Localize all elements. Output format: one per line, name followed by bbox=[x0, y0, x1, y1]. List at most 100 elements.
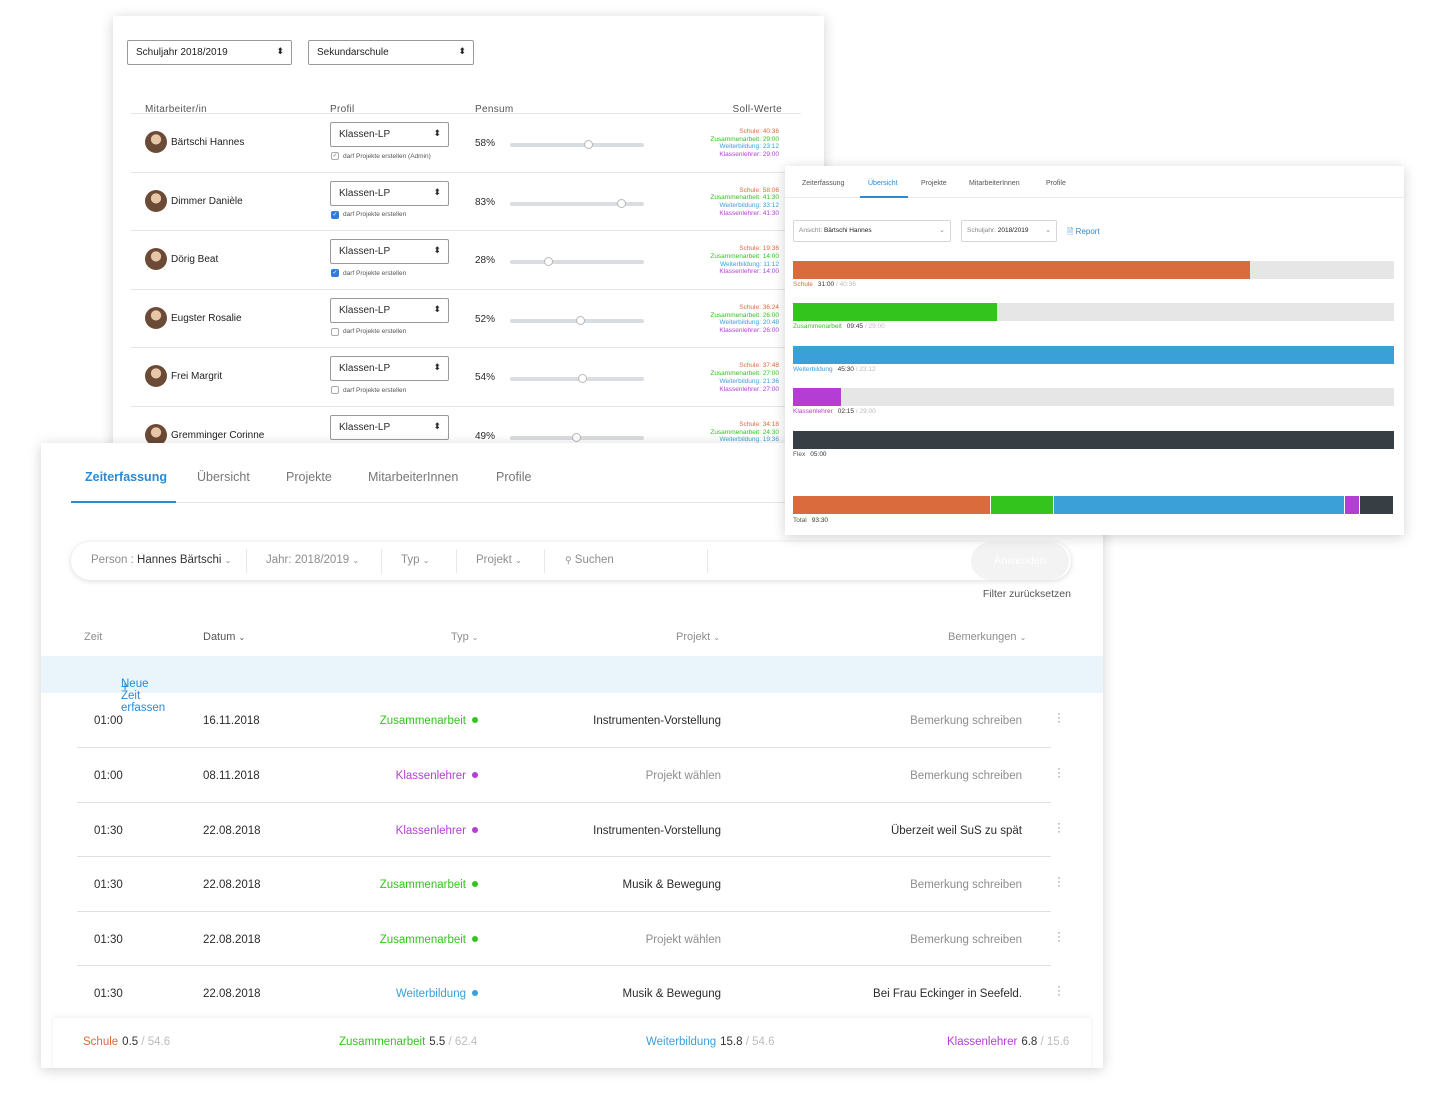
more-options-icon[interactable]: · · · bbox=[1057, 706, 1061, 728]
pensum-slider[interactable] bbox=[510, 257, 644, 267]
type-cell[interactable]: Zusammenarbeit bbox=[380, 879, 478, 891]
tab-uebersicht[interactable]: Übersicht bbox=[197, 470, 250, 484]
date-cell[interactable]: 22.08.2018 bbox=[203, 933, 261, 946]
create-projects-checkbox[interactable]: darf Projekte erstellen bbox=[331, 386, 406, 395]
project-cell[interactable]: Instrumenten-Vorstellung bbox=[593, 715, 721, 727]
project-cell[interactable]: Instrumenten-Vorstellung bbox=[593, 824, 721, 837]
more-options-icon[interactable]: · · · bbox=[1057, 815, 1061, 838]
column-header-bemerkungen[interactable]: Bemerkungen ⌄ bbox=[948, 631, 1026, 643]
create-projects-checkbox[interactable]: darf Projekte erstellen bbox=[331, 327, 406, 336]
create-projects-checkbox[interactable]: ✓ darf Projekte erstellen bbox=[331, 269, 406, 278]
year-filter[interactable]: Jahr: 2018/2019 ⌄ bbox=[266, 554, 359, 566]
profile-select[interactable]: Klassen-LP ⬍ bbox=[330, 122, 449, 147]
profile-select[interactable]: Klassen-LP ⬍ bbox=[330, 180, 449, 206]
type-cell[interactable]: Klassenlehrer bbox=[396, 770, 478, 782]
type-cell[interactable]: Zusammenarbeit bbox=[380, 715, 478, 727]
project-filter[interactable]: Projekt ⌄ bbox=[476, 554, 522, 566]
schoolyear-select[interactable]: Schuljahr 2018/2019 ⬍ bbox=[127, 40, 292, 65]
profile-select[interactable]: Klassen-LP ⬍ bbox=[330, 297, 449, 323]
table-row[interactable]: 01:30 22.08.2018 Weiterbildung Musik & Bewe… bbox=[77, 965, 1061, 1019]
more-options-icon[interactable]: · · · bbox=[1057, 924, 1061, 947]
date-cell[interactable]: 22.08.2018 bbox=[203, 824, 261, 837]
remark-cell[interactable]: Bemerkung schreiben bbox=[910, 879, 1022, 892]
tab-mitarbeiterinnen[interactable]: MitarbeiterInnen bbox=[969, 180, 1020, 187]
time-cell[interactable]: 01:30 bbox=[94, 988, 123, 1000]
chevron-down-icon: ⌄ bbox=[224, 556, 232, 565]
more-options-icon[interactable]: · · · bbox=[1057, 870, 1061, 893]
remark-cell[interactable]: Überzeit weil SuS zu spät bbox=[890, 824, 1022, 837]
tab-projekte[interactable]: Projekte bbox=[286, 470, 332, 484]
project-cell[interactable]: Musik & Bewegung bbox=[622, 879, 721, 892]
slider-handle[interactable] bbox=[583, 140, 593, 149]
reset-filter-link[interactable]: Filter zurücksetzen bbox=[982, 588, 1071, 600]
pensum-slider[interactable] bbox=[510, 315, 644, 325]
slider-handle[interactable] bbox=[578, 374, 588, 384]
pensum-slider[interactable] bbox=[510, 198, 644, 208]
time-cell[interactable]: 01:00 bbox=[94, 770, 123, 783]
time-cell[interactable]: 01:30 bbox=[94, 824, 123, 837]
project-cell[interactable]: Projekt wählen bbox=[645, 933, 721, 946]
profile-select-value: Klassen-LP bbox=[339, 187, 391, 199]
remark-cell[interactable]: Bemerkung schreiben bbox=[910, 715, 1022, 727]
time-cell[interactable]: 01:30 bbox=[94, 879, 123, 892]
type-filter[interactable]: Typ ⌄ bbox=[401, 554, 429, 566]
search-input[interactable]: ⚲ Suchen bbox=[565, 554, 614, 566]
progress-fill bbox=[793, 388, 842, 406]
type-cell[interactable]: Weiterbildung bbox=[396, 988, 478, 1000]
table-row[interactable]: 01:30 22.08.2018 Klassenlehrer Instrumenten… bbox=[77, 801, 1061, 856]
report-link[interactable]: 🗎 Report bbox=[1067, 226, 1100, 240]
profile-select[interactable]: Klassen-LP ⬍ bbox=[330, 415, 449, 440]
tab-mitarbeiterinnen[interactable]: MitarbeiterInnen bbox=[368, 470, 459, 484]
tab-uebersicht[interactable]: Übersicht bbox=[868, 180, 898, 187]
date-cell[interactable]: 16.11.2018 bbox=[203, 715, 260, 727]
tab-zeiterfassung[interactable]: Zeiterfassung bbox=[802, 180, 845, 187]
person-filter[interactable]: Person : Hannes Bärtschi ⌄ bbox=[91, 554, 231, 566]
project-cell[interactable]: Musik & Bewegung bbox=[622, 988, 721, 1000]
type-cell[interactable]: Klassenlehrer bbox=[396, 825, 478, 837]
column-header-projekt[interactable]: Projekt ⌄ bbox=[676, 631, 720, 643]
tab-profile[interactable]: Profile bbox=[1046, 180, 1066, 187]
tab-projekte[interactable]: Projekte bbox=[921, 180, 947, 187]
new-entry-row[interactable]: + Neue Zeit erfassen bbox=[41, 656, 1103, 714]
more-options-icon[interactable]: · · · bbox=[1057, 979, 1061, 1001]
create-projects-checkbox[interactable]: ✓ darf Projekte erstellen (Admin) bbox=[331, 152, 431, 160]
project-cell[interactable]: Projekt wählen bbox=[645, 770, 721, 783]
profile-select[interactable]: Klassen-LP ⬍ bbox=[330, 356, 449, 382]
column-header-datum[interactable]: Datum ⌄ bbox=[203, 631, 245, 643]
table-row[interactable]: 01:30 22.08.2018 Zusammenarbeit Projekt wäh… bbox=[77, 910, 1061, 965]
apply-button[interactable]: Anwenden bbox=[971, 542, 1069, 580]
schuljahr-select[interactable]: Schuljahr: 2018/2019 ⌄ bbox=[961, 220, 1057, 242]
remark-cell[interactable]: Bemerkung schreiben bbox=[910, 770, 1022, 783]
remark-cell[interactable]: Bei Frau Eckinger in Seefeld. bbox=[873, 988, 1022, 1000]
column-header-typ[interactable]: Typ ⌄ bbox=[451, 631, 479, 643]
date-cell[interactable]: 08.11.2018 bbox=[203, 770, 260, 783]
tab-zeiterfassung[interactable]: Zeiterfassung bbox=[85, 470, 167, 484]
column-header-pensum: Pensum bbox=[475, 104, 514, 115]
summary-label: Schule bbox=[83, 1036, 119, 1048]
profile-select[interactable]: Klassen-LP ⬍ bbox=[330, 239, 449, 265]
pensum-slider[interactable] bbox=[510, 140, 644, 149]
slider-handle[interactable] bbox=[575, 315, 585, 325]
soll-value: Schule: 37:48 bbox=[739, 362, 779, 370]
tab-profile[interactable]: Profile bbox=[496, 470, 532, 484]
type-cell[interactable]: Zusammenarbeit bbox=[380, 934, 478, 946]
more-options-icon[interactable]: · · · bbox=[1057, 761, 1061, 784]
time-cell[interactable]: 01:30 bbox=[94, 933, 123, 946]
create-projects-checkbox[interactable]: ✓ darf Projekte erstellen bbox=[331, 210, 406, 219]
table-row[interactable]: 01:00 08.11.2018 Klassenlehrer Projekt wähl… bbox=[77, 747, 1061, 801]
progress-label: Klassenlehrer 02:15 / 29:00 bbox=[793, 408, 876, 415]
table-row[interactable]: 01:00 16.11.2018 Zusammenarbeit Instrumente… bbox=[77, 693, 1061, 747]
table-row[interactable]: 01:30 22.08.2018 Zusammenarbeit Musik & Bew… bbox=[77, 856, 1061, 910]
soll-value: Weiterbildung: 21:36 bbox=[719, 377, 779, 385]
remark-cell[interactable]: Bemerkung schreiben bbox=[910, 933, 1022, 946]
slider-handle[interactable] bbox=[617, 198, 627, 208]
ansicht-select[interactable]: Ansicht: Bärtschi Hannes ⌄ bbox=[793, 220, 951, 242]
date-cell[interactable]: 22.08.2018 bbox=[203, 879, 261, 892]
slider-handle[interactable] bbox=[543, 257, 553, 267]
date-cell[interactable]: 22.08.2018 bbox=[203, 988, 261, 1000]
school-select[interactable]: Sekundarschule ⬍ bbox=[308, 40, 474, 65]
time-cell[interactable]: 01:00 bbox=[94, 715, 123, 727]
pensum-slider[interactable] bbox=[510, 433, 644, 442]
pensum-slider[interactable] bbox=[510, 374, 644, 384]
slider-handle[interactable] bbox=[571, 433, 581, 442]
